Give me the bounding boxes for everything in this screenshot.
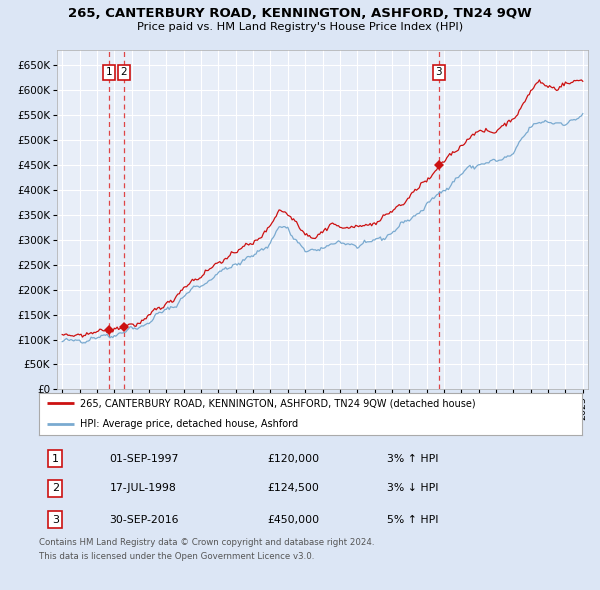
Text: £124,500: £124,500 bbox=[267, 483, 319, 493]
Text: £450,000: £450,000 bbox=[267, 515, 319, 525]
Text: 2: 2 bbox=[52, 483, 59, 493]
Text: 265, CANTERBURY ROAD, KENNINGTON, ASHFORD, TN24 9QW: 265, CANTERBURY ROAD, KENNINGTON, ASHFOR… bbox=[68, 7, 532, 20]
Text: 3% ↑ HPI: 3% ↑ HPI bbox=[386, 454, 438, 464]
Text: 1: 1 bbox=[52, 454, 59, 464]
Text: 3% ↓ HPI: 3% ↓ HPI bbox=[386, 483, 438, 493]
Text: Price paid vs. HM Land Registry's House Price Index (HPI): Price paid vs. HM Land Registry's House … bbox=[137, 22, 463, 32]
Text: 3: 3 bbox=[436, 67, 442, 77]
Text: 3: 3 bbox=[52, 515, 59, 525]
Text: £120,000: £120,000 bbox=[267, 454, 319, 464]
Text: Contains HM Land Registry data © Crown copyright and database right 2024.: Contains HM Land Registry data © Crown c… bbox=[39, 538, 374, 547]
Text: 30-SEP-2016: 30-SEP-2016 bbox=[110, 515, 179, 525]
Text: This data is licensed under the Open Government Licence v3.0.: This data is licensed under the Open Gov… bbox=[39, 552, 314, 560]
Text: 1: 1 bbox=[106, 67, 113, 77]
Text: 01-SEP-1997: 01-SEP-1997 bbox=[110, 454, 179, 464]
Text: HPI: Average price, detached house, Ashford: HPI: Average price, detached house, Ashf… bbox=[80, 419, 298, 430]
Text: 5% ↑ HPI: 5% ↑ HPI bbox=[386, 515, 438, 525]
Text: 265, CANTERBURY ROAD, KENNINGTON, ASHFORD, TN24 9QW (detached house): 265, CANTERBURY ROAD, KENNINGTON, ASHFOR… bbox=[80, 398, 475, 408]
Text: 17-JUL-1998: 17-JUL-1998 bbox=[110, 483, 176, 493]
Text: 2: 2 bbox=[121, 67, 127, 77]
